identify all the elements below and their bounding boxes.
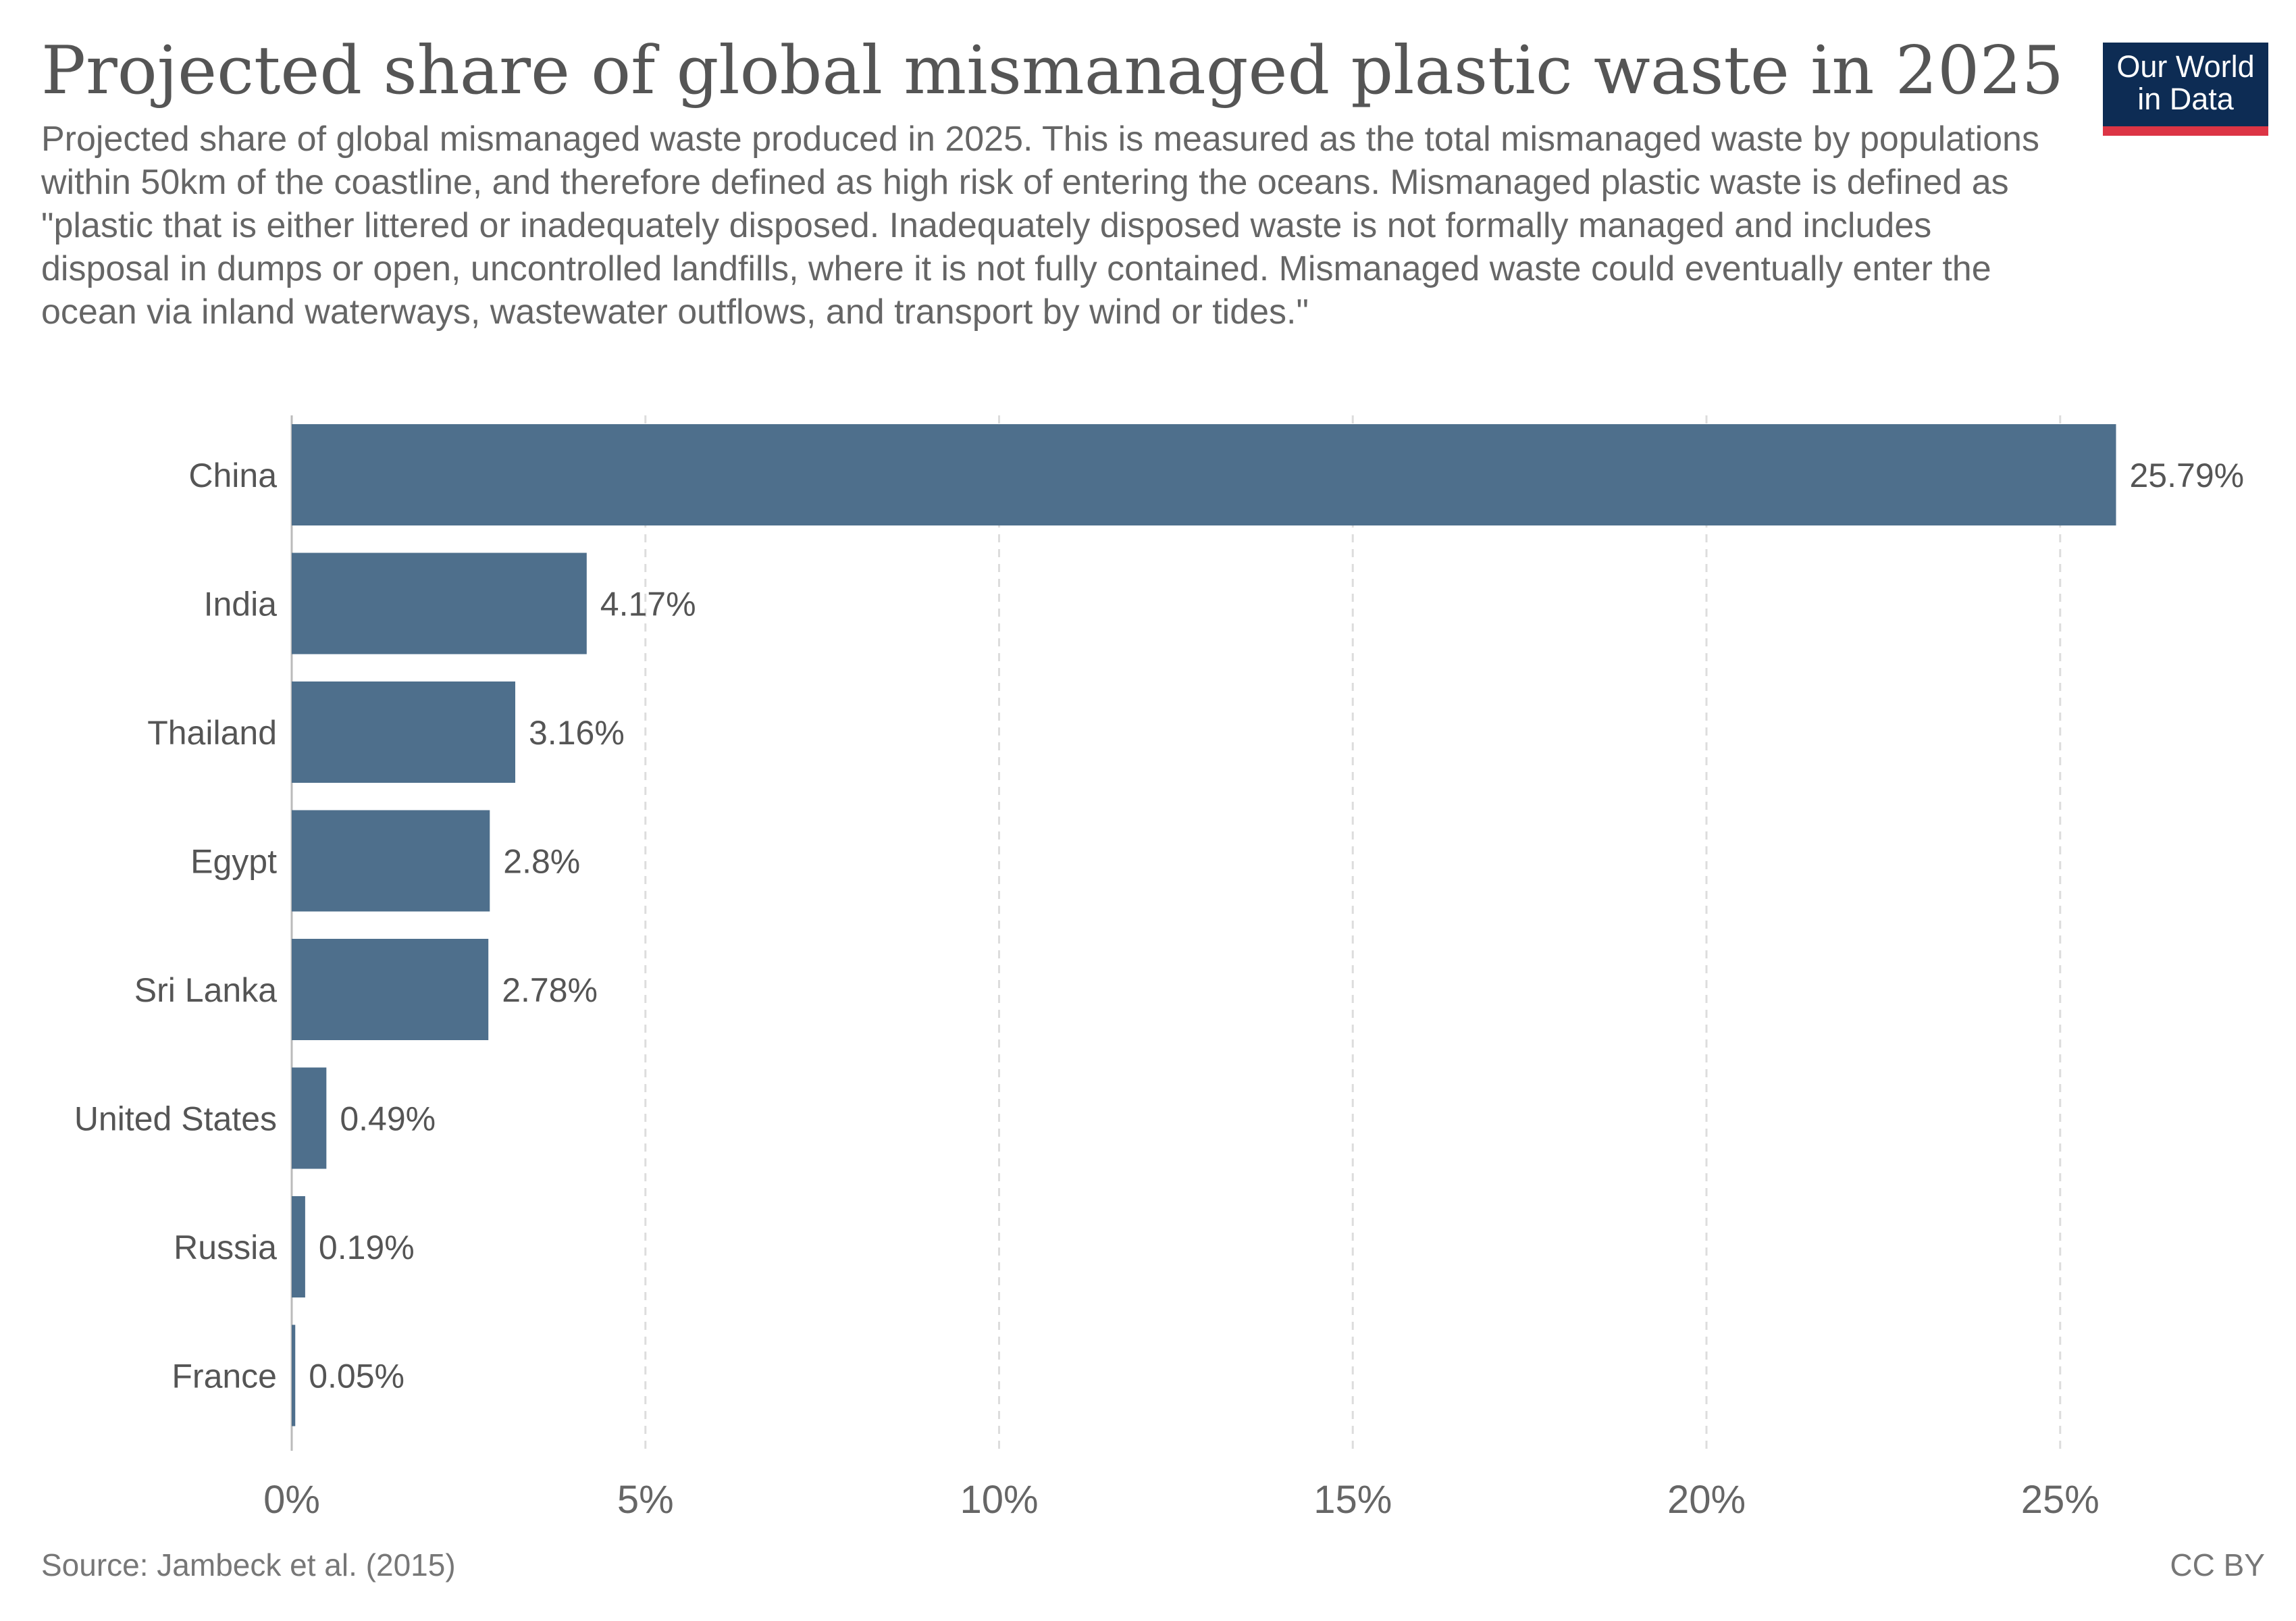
value-label: 0.19% bbox=[319, 1229, 415, 1266]
value-label: 0.05% bbox=[309, 1358, 405, 1395]
category-label: United States bbox=[74, 1100, 277, 1138]
value-label: 3.16% bbox=[529, 714, 625, 752]
x-tick-label: 15% bbox=[1313, 1478, 1392, 1522]
value-label: 4.17% bbox=[600, 586, 696, 623]
x-tick-label: 20% bbox=[1667, 1478, 1746, 1522]
x-tick-label: 25% bbox=[2021, 1478, 2099, 1522]
chart-title: Projected share of global mismanaged pla… bbox=[41, 32, 2064, 109]
license-link[interactable]: CC BY bbox=[2170, 1547, 2265, 1583]
x-tick-label: 10% bbox=[960, 1478, 1038, 1522]
category-label: Sri Lanka bbox=[134, 971, 277, 1009]
bar[interactable] bbox=[292, 681, 516, 783]
category-label: France bbox=[172, 1358, 277, 1395]
source-note: Source: Jambeck et al. (2015) bbox=[41, 1547, 456, 1583]
value-label: 2.8% bbox=[503, 843, 580, 881]
bars bbox=[292, 424, 2116, 1426]
logo-accent-bar bbox=[2103, 126, 2268, 136]
category-label: Egypt bbox=[190, 843, 277, 881]
value-label: 0.49% bbox=[340, 1100, 436, 1138]
value-label: 25.79% bbox=[2130, 457, 2245, 494]
labels: 0% 5% 10% 15% 20% 25% China 25.79% India 4.17% Tha… bbox=[74, 457, 2244, 1522]
x-tick-label: 0% bbox=[263, 1478, 320, 1522]
bar[interactable] bbox=[292, 810, 490, 912]
owid-logo[interactable]: Our World in Data bbox=[2103, 43, 2268, 136]
category-label: Russia bbox=[174, 1229, 277, 1266]
category-label: Thailand bbox=[147, 714, 277, 752]
bar[interactable] bbox=[292, 424, 2116, 525]
category-label: China bbox=[188, 457, 277, 494]
logo-line-1: Our World bbox=[2116, 49, 2255, 84]
bar[interactable] bbox=[292, 1324, 296, 1426]
bar[interactable] bbox=[292, 939, 489, 1040]
bar[interactable] bbox=[292, 552, 587, 654]
value-label: 2.78% bbox=[502, 971, 598, 1009]
bar[interactable] bbox=[292, 1196, 305, 1297]
category-label: India bbox=[204, 586, 278, 623]
logo-line-2: in Data bbox=[2137, 82, 2234, 116]
x-tick-label: 5% bbox=[617, 1478, 674, 1522]
bar[interactable] bbox=[292, 1067, 327, 1169]
chart-subtitle: Projected share of global mismanaged was… bbox=[41, 120, 2039, 332]
